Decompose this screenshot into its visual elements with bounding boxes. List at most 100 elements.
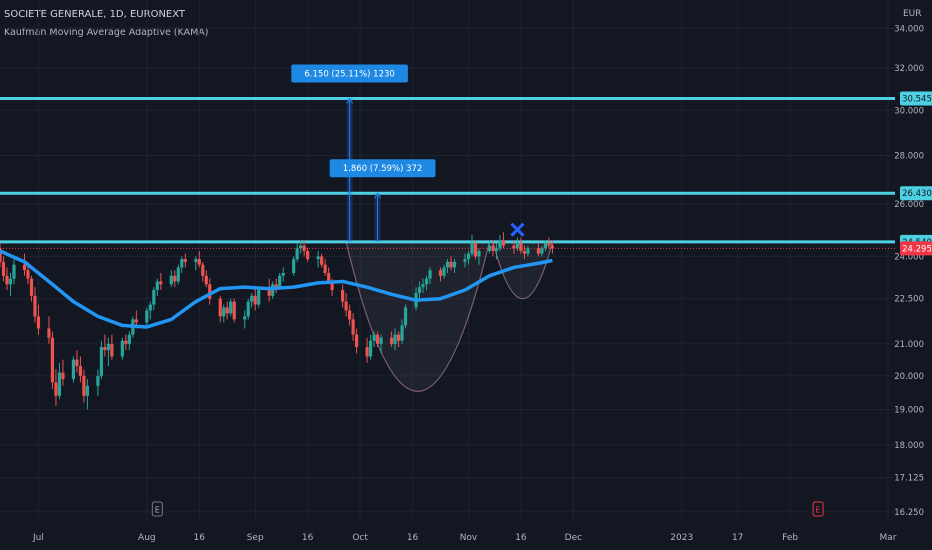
candle-body [344,301,348,311]
candle-body [491,245,495,251]
candle-body [253,295,257,305]
candle-body [120,340,124,357]
candle-body [194,259,198,262]
measure-label-box [291,64,408,83]
level-label: 26.430 [902,189,932,199]
candle-body [348,310,352,320]
candle-body [379,337,383,344]
earnings-marker-label: E [155,506,160,515]
candle-body [85,385,90,396]
x-tick-label: Nov [460,533,478,543]
candle-body [445,261,450,268]
x-tick-label: Dec [565,533,582,543]
candle-body [155,281,159,291]
candle-body [71,359,76,380]
indicator-label: Kaufman Moving Average Adaptive (KAMA) [4,27,209,38]
cup-shape [345,241,491,392]
candle-body [61,372,65,380]
y-tick-label: 21.000 [894,340,924,350]
y-tick-label: 32.000 [894,64,924,74]
candle-body [159,281,163,285]
candle-body [183,259,187,262]
candle-body [292,259,296,274]
candle-body [438,270,443,276]
candle-body [12,264,16,279]
candle-body [316,256,320,260]
candle-body [449,261,453,268]
candle-body [5,275,9,285]
y-tick-label: 28.000 [894,151,924,161]
candle-body [389,337,394,344]
candle-body [400,325,404,341]
candle-body [169,275,173,285]
candle-body [466,253,471,260]
candle-body [372,334,376,341]
candle-body [134,319,138,323]
candle-body [246,301,250,317]
level-label: 30.545 [902,94,932,104]
candle-body [197,259,201,265]
x-tick-label: 2023 [670,533,693,543]
candle-body [75,359,79,367]
y-tick-label: 22.500 [894,295,924,305]
measure-label: 1.860 (7.59%) 372 [343,164,423,174]
candle-body [47,328,51,338]
candle-body [8,278,13,285]
candle-body [173,275,177,282]
candle-body [22,264,27,271]
candle-body [417,287,422,293]
candle-body [463,259,467,262]
candle-body [452,261,457,268]
candle-body [1,261,6,276]
candle-body [501,240,506,246]
candle-body [243,316,247,320]
candle-body [341,290,345,302]
candle-body [375,334,380,344]
candle-body [442,267,446,276]
candle-body [295,248,299,260]
earnings-marker [151,501,163,517]
candle-body [148,304,152,311]
earnings-marker-label: E [816,506,821,515]
level-label-box [900,186,932,201]
candle-body [330,281,334,291]
candle-body [180,259,184,268]
y-tick-label: 30.000 [894,106,924,116]
candle-body [550,245,554,249]
candle-body [57,372,62,396]
y-tick-label: 18.000 [894,441,924,451]
y-tick-label: 17.125 [894,473,924,483]
candle-body [26,270,30,279]
candle-body [396,334,401,341]
x-tick-label: Oct [352,533,368,543]
x-tick-label: 16 [194,533,206,543]
last-price-label: 24.295 [902,244,932,254]
candle-body [522,250,527,254]
x-tick-label: 16 [515,533,527,543]
candle-body [323,264,327,274]
candle-body [421,284,425,288]
handle-shape [492,241,554,300]
candle-body [494,248,499,251]
y-tick-label: 16.250 [894,508,924,518]
candle-body [281,273,285,276]
earnings-marker [812,501,824,517]
candle-body [327,273,331,282]
candle-body [82,375,86,396]
candle-body [229,301,233,314]
candle-body [110,343,114,357]
candle-body [222,307,226,317]
y-tick-label: 20.000 [894,372,924,382]
candle-body [201,264,205,276]
y-tick-label: 26.000 [894,200,924,210]
x-tick-label: Aug [138,533,156,543]
candle-body [526,248,530,254]
candle-body [498,240,502,249]
y-tick-label: 34.000 [894,24,924,34]
candle-body [543,242,547,249]
candle-body [208,284,212,299]
candle-body [204,275,208,285]
candle-body [33,295,37,317]
candle-body [403,307,408,326]
